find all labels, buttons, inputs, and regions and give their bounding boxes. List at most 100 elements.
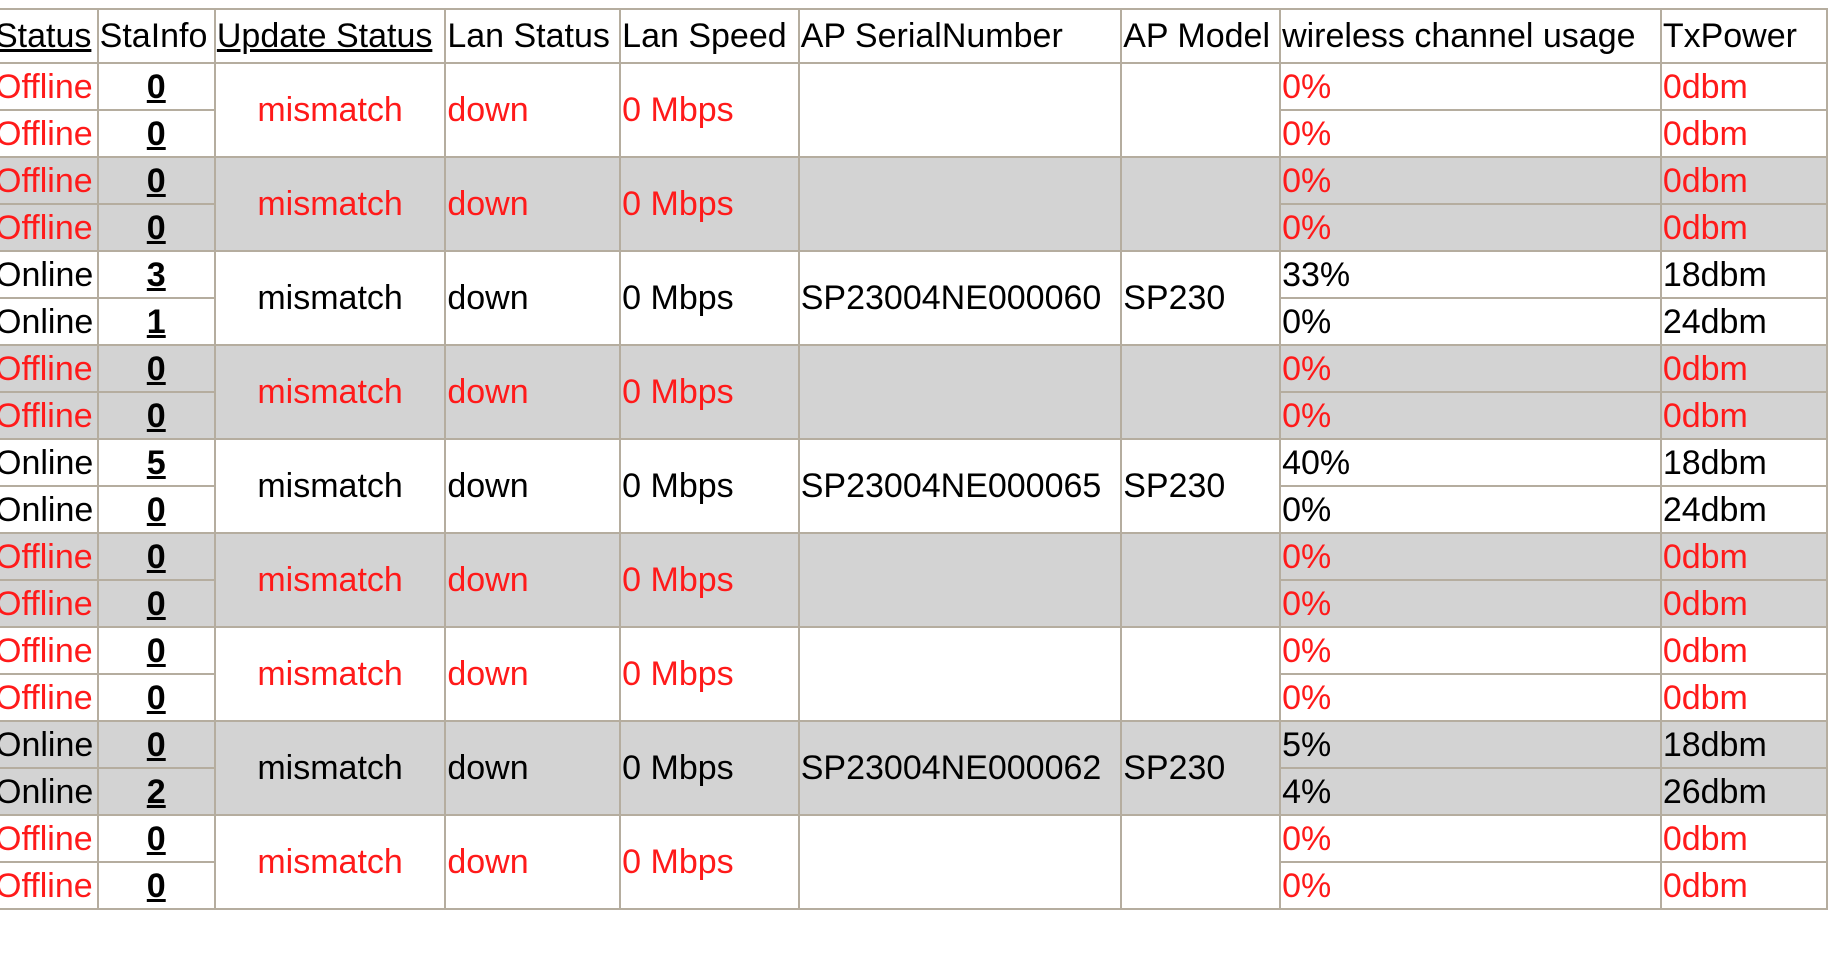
txpower-cell: 18dbm <box>1659 720 1829 769</box>
column-header-label[interactable]: Status <box>0 17 92 55</box>
stainfo-link[interactable]: 0 <box>146 161 166 200</box>
txpower-cell: 18dbm <box>1659 250 1829 299</box>
status-cell: Offline <box>0 673 99 722</box>
lan-speed-cell: 0 Mbps <box>619 438 800 534</box>
table-row: Online 2 4% 26dbm <box>0 767 1829 816</box>
stainfo-link[interactable]: 5 <box>146 443 166 482</box>
stainfo-link[interactable]: 0 <box>146 490 166 529</box>
update-status-cell: mismatch <box>213 532 447 628</box>
channel-usage-cell: 0% <box>1279 485 1662 534</box>
lan-speed-cell: 0 Mbps <box>619 814 800 910</box>
txpower-cell: 26dbm <box>1659 767 1829 816</box>
update-status-cell: mismatch <box>213 626 447 722</box>
table-row: Offline 0 mismatch down 0 Mbps 0% 0dbm <box>0 344 1829 440</box>
stainfo-cell: 0 <box>96 579 216 628</box>
ap-serial-number-cell: SP23004NE000065 <box>797 438 1123 534</box>
column-header-update-status[interactable]: Update Status <box>213 8 447 64</box>
ap-serial-number-cell <box>797 532 1123 628</box>
lan-speed-cell: 0 Mbps <box>619 344 800 440</box>
ap-model-cell <box>1120 532 1282 628</box>
txpower-cell: 18dbm <box>1659 438 1829 487</box>
lan-status-cell: down <box>444 344 622 440</box>
ap-model-cell <box>1120 156 1282 252</box>
status-cell: Online <box>0 485 99 534</box>
status-cell: Offline <box>0 814 99 863</box>
stainfo-link[interactable]: 0 <box>146 349 166 388</box>
status-cell: Offline <box>0 203 99 252</box>
stainfo-cell: 0 <box>96 344 216 393</box>
table-row: Offline 0 mismatch down 0 Mbps 0% 0dbm <box>0 62 1829 158</box>
column-header-stainfo: StaInfo <box>96 8 216 64</box>
lan-speed-cell: 0 Mbps <box>619 720 800 816</box>
stainfo-link[interactable]: 3 <box>146 255 166 294</box>
table-row: Offline 0 0% 0dbm <box>0 391 1829 440</box>
ap-model-cell <box>1120 62 1282 158</box>
lan-status-cell: down <box>444 62 622 158</box>
stainfo-cell: 1 <box>96 297 216 346</box>
stainfo-cell: 0 <box>96 62 216 111</box>
stainfo-link[interactable]: 2 <box>146 772 166 811</box>
ap-model-cell <box>1120 626 1282 722</box>
stainfo-link[interactable]: 0 <box>146 725 166 764</box>
update-status-cell: mismatch <box>213 814 447 910</box>
stainfo-link[interactable]: 0 <box>146 537 166 576</box>
column-header-status[interactable]: Status <box>0 8 99 64</box>
table-row: Offline 0 mismatch down 0 Mbps 0% 0dbm <box>0 626 1829 722</box>
stainfo-link[interactable]: 0 <box>146 584 166 623</box>
stainfo-cell: 2 <box>96 767 216 816</box>
update-status-cell: mismatch <box>213 344 447 440</box>
status-cell: Online <box>0 250 99 299</box>
column-header-ap-serial-number: AP SerialNumber <box>797 8 1123 64</box>
ap-serial-number-cell <box>797 344 1123 440</box>
table-row: Offline 0 0% 0dbm <box>0 861 1829 910</box>
stainfo-link[interactable]: 0 <box>146 819 166 858</box>
stainfo-link[interactable]: 1 <box>146 302 166 341</box>
stainfo-link[interactable]: 0 <box>146 67 166 106</box>
lan-speed-cell: 0 Mbps <box>619 156 800 252</box>
update-status-cell: mismatch <box>213 156 447 252</box>
stainfo-link[interactable]: 0 <box>146 208 166 247</box>
channel-usage-cell: 0% <box>1279 673 1662 722</box>
lan-status-cell: down <box>444 532 622 628</box>
channel-usage-cell: 4% <box>1279 767 1662 816</box>
column-header-wireless-channel-usage: wireless channel usage <box>1279 8 1662 64</box>
txpower-cell: 0dbm <box>1659 626 1829 675</box>
txpower-cell: 0dbm <box>1659 673 1829 722</box>
ap-model-cell <box>1120 344 1282 440</box>
txpower-cell: 0dbm <box>1659 532 1829 581</box>
status-cell: Offline <box>0 626 99 675</box>
txpower-cell: 0dbm <box>1659 391 1829 440</box>
lan-status-cell: down <box>444 814 622 910</box>
update-status-cell: mismatch <box>213 438 447 534</box>
column-header-label: wireless channel usage <box>1282 17 1636 55</box>
status-cell: Offline <box>0 344 99 393</box>
channel-usage-cell: 0% <box>1279 579 1662 628</box>
column-header-label: StaInfo <box>99 17 208 55</box>
stainfo-cell: 0 <box>96 673 216 722</box>
stainfo-cell: 0 <box>96 391 216 440</box>
txpower-cell: 0dbm <box>1659 109 1829 158</box>
lan-status-cell: down <box>444 156 622 252</box>
status-cell: Offline <box>0 156 99 205</box>
status-cell: Online <box>0 720 99 769</box>
table-row: Online 3 mismatch down 0 Mbps SP23004NE000060… <box>0 250 1829 346</box>
status-cell: Online <box>0 297 99 346</box>
update-status-cell: mismatch <box>213 250 447 346</box>
column-header-label[interactable]: Update Status <box>216 17 433 55</box>
stainfo-cell: 5 <box>96 438 216 487</box>
stainfo-link[interactable]: 0 <box>146 678 166 717</box>
ap-model-cell: SP230 <box>1120 438 1282 534</box>
stainfo-cell: 0 <box>96 485 216 534</box>
stainfo-link[interactable]: 0 <box>146 866 166 905</box>
stainfo-link[interactable]: 0 <box>146 114 166 153</box>
stainfo-link[interactable]: 0 <box>146 631 166 670</box>
status-cell: Offline <box>0 109 99 158</box>
table-body: Offline 0 mismatch down 0 Mbps 0% 0dbm Offline 0… <box>0 62 1829 910</box>
table-row: Online 0 mismatch down 0 Mbps SP23004NE000062… <box>0 720 1829 816</box>
column-header-label: AP SerialNumber <box>800 17 1063 55</box>
ap-model-cell: SP230 <box>1120 250 1282 346</box>
channel-usage-cell: 0% <box>1279 203 1662 252</box>
stainfo-cell: 0 <box>96 814 216 863</box>
stainfo-link[interactable]: 0 <box>146 396 166 435</box>
channel-usage-cell: 0% <box>1279 297 1662 346</box>
